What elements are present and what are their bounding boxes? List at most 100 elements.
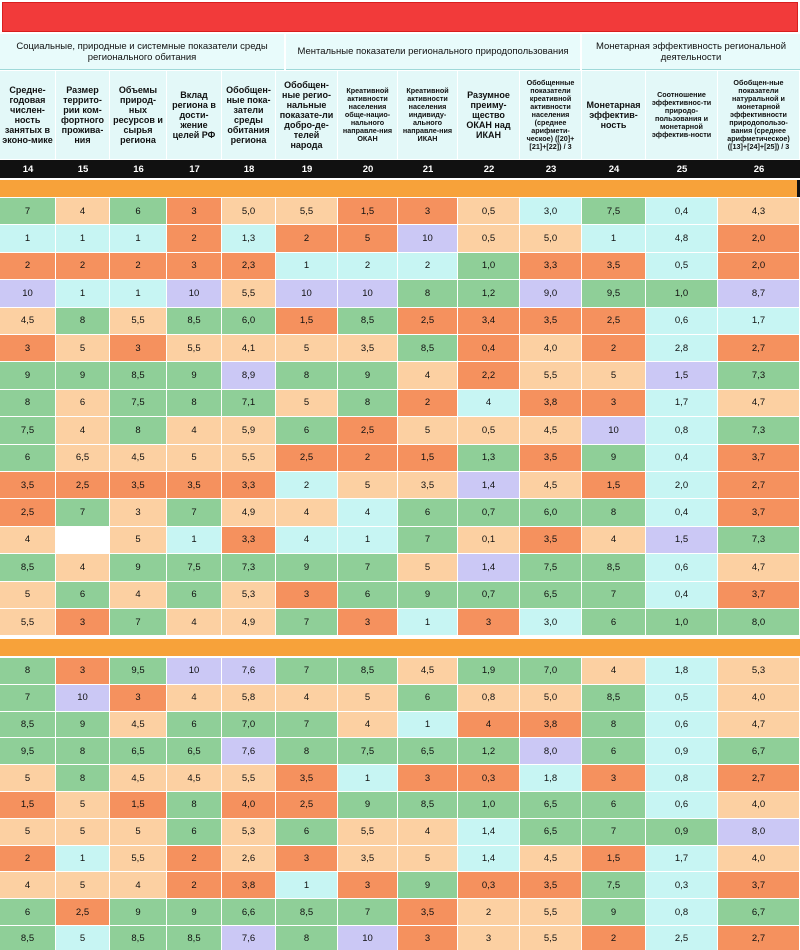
table-cell: 9: [398, 872, 458, 900]
table-cell: 8: [167, 792, 222, 819]
table-cell: 5: [167, 444, 222, 472]
table-cell: 5,5: [276, 198, 338, 226]
table-cell: 1: [110, 280, 167, 308]
table-cell: 6,6: [222, 899, 276, 926]
table-cell: 6: [110, 198, 167, 226]
table-cell: 7: [276, 711, 338, 739]
table-cell: 0,8: [646, 765, 718, 792]
title-bar: [2, 2, 798, 32]
table-cell: 6,5: [520, 792, 582, 819]
table-cell: 6,5: [398, 738, 458, 766]
column-number-21: 21: [422, 163, 434, 175]
table-cell: 5: [110, 526, 167, 555]
table-cell: 1,4: [458, 472, 520, 500]
column-header-22: Разумное преиму-щество ОКАН над ИКАН: [458, 71, 520, 159]
table-cell: 3: [398, 926, 458, 950]
table-row: 2 2 2 3 2,3 1 2 2 1,0 3,3 3,5 0,5 2,0: [0, 252, 800, 281]
table-cell: 2: [398, 252, 458, 281]
table-cell: 2,7: [718, 335, 800, 363]
table-row: 5 5 5 6 5,3 6 5,5 4 1,4 6,5 7 0,9 8,0: [0, 818, 800, 846]
table-cell: 8,5: [167, 307, 222, 335]
table-cell: 2: [56, 252, 110, 281]
table-cell: 7,5: [582, 872, 646, 900]
table-cell: 8: [56, 738, 110, 766]
table-row: 8,5 4 9 7,5 7,3 9 7 5 1,4 7,5 8,5 0,6 4,7: [0, 554, 800, 582]
table-cell: 2,3: [222, 252, 276, 281]
table-cell: 6: [582, 792, 646, 819]
table-cell: 10: [338, 280, 398, 308]
table-cell: 5: [398, 554, 458, 582]
table-cell: 8,5: [398, 335, 458, 363]
table-cell: 9,5: [582, 280, 646, 308]
table-cell: 5: [56, 926, 110, 950]
table-cell: 1: [0, 225, 56, 253]
table-cell: 3: [458, 609, 520, 637]
table-cell: 2: [338, 444, 398, 472]
table-cell: 2: [0, 252, 56, 281]
table-cell: 3: [110, 335, 167, 363]
table-cell: 2,5: [56, 472, 110, 500]
table-cell: 1: [398, 609, 458, 637]
table-cell: 2,7: [718, 765, 800, 792]
table-cell: 9,5: [0, 738, 56, 766]
table-cell: 8: [0, 658, 56, 685]
table-cell: 5: [398, 845, 458, 873]
table-cell: 9: [56, 362, 110, 390]
table-cell: 8,5: [582, 554, 646, 582]
table-cell: 7,5: [0, 417, 56, 445]
table-cell: 8: [56, 765, 110, 792]
table-cell: 0,1: [458, 526, 520, 555]
table-cell: 1,5: [0, 792, 56, 819]
table-cell: 10: [398, 225, 458, 253]
table-cell: 1,4: [458, 554, 520, 582]
table-cell: 1,7: [646, 845, 718, 873]
table-cell: 3,5: [338, 335, 398, 363]
table-cell: 0,7: [458, 499, 520, 527]
table-cell: 4: [167, 417, 222, 445]
table-cell: 7,5: [167, 554, 222, 582]
table-cell: 0,6: [646, 792, 718, 819]
table-cell: 3: [167, 198, 222, 226]
table-cell: 1,0: [458, 792, 520, 819]
table-cell: 8,0: [520, 738, 582, 766]
table-cell: 4: [276, 684, 338, 712]
table-cell: 3: [338, 609, 398, 637]
table-cell: 5,5: [338, 818, 398, 846]
table-cell: 5,5: [110, 307, 167, 335]
table-cell: 3: [276, 845, 338, 873]
table-cell: 3: [458, 926, 520, 950]
column-header-15: Размер террито-рии ком-фортного прожива-…: [56, 71, 110, 159]
table-cell: 8,0: [718, 818, 800, 846]
table-cell: 2: [582, 335, 646, 363]
table-cell: 4: [56, 417, 110, 445]
column-number-26: 26: [753, 163, 765, 175]
table-cell: 4,5: [520, 417, 582, 445]
table-cell: 3,5: [520, 526, 582, 555]
column-number-17: 17: [189, 163, 200, 175]
table-cell: 1: [110, 225, 167, 253]
table-cell: 4: [276, 526, 338, 555]
table-cell: 7,5: [110, 389, 167, 418]
table-cell: 1,2: [458, 738, 520, 766]
table-cell: 6: [398, 499, 458, 527]
table-cell: 1,8: [646, 658, 718, 685]
table-cell: 3: [110, 684, 167, 712]
table-cell: 9: [167, 362, 222, 390]
table-cell: 4,5: [167, 765, 222, 792]
table-cell: 2: [0, 845, 56, 873]
table-row: 9 9 8,5 9 8,9 8 9 4 2,2 5,5 5 1,5 7,3: [0, 362, 800, 390]
table-cell: 7,1: [222, 389, 276, 418]
table-cell: 10: [167, 280, 222, 308]
table-cell: 5: [338, 472, 398, 500]
table-cell: 8,7: [718, 280, 800, 308]
table-cell: 6,5: [167, 738, 222, 766]
column-header-24: Монетарная эффектив-ность: [582, 71, 646, 159]
table-row: 8 3 9,5 10 7,6 7 8,5 4,5 1,9 7,0 4 1,8 5,3: [0, 658, 800, 685]
table-cell: 2: [167, 225, 222, 253]
table-cell: 7,5: [338, 738, 398, 766]
table-cell: 9: [110, 554, 167, 582]
table-cell: 5,5: [520, 362, 582, 390]
table-cell: 6,7: [718, 899, 800, 926]
table-cell: 4,0: [718, 845, 800, 873]
table-cell: 3,3: [222, 526, 276, 555]
